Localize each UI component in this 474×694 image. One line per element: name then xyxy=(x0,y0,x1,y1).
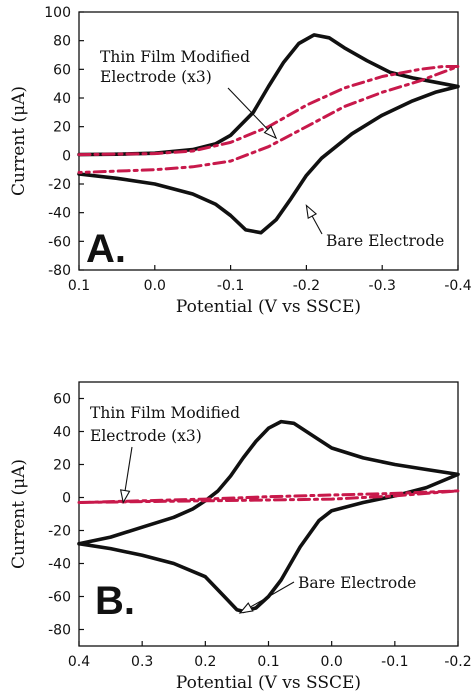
y-tick-label: -20 xyxy=(48,524,71,540)
panel-a: 100 80 60 40 20 0 -20 -40 -60 -800.1 0.0 -0.1 -0.2 -0… xyxy=(9,5,472,317)
bare-electrode-label: Bare Electrode xyxy=(298,574,416,592)
y-axis-title: Current (μA) xyxy=(9,86,29,196)
x-tick-label: 0.1 xyxy=(68,278,90,294)
thin-film-label: Thin Film Modified xyxy=(100,48,250,66)
y-tick-label: -60 xyxy=(48,234,71,250)
bare-electrode-curve xyxy=(77,33,460,235)
panel-label: B. xyxy=(95,579,135,623)
y-tick-label: -40 xyxy=(48,206,71,222)
bare-electrode-curve xyxy=(77,419,460,614)
y-tick-label: 60 xyxy=(53,62,71,78)
x-tick-label: -0.3 xyxy=(369,278,396,294)
x-tick-label: 0.3 xyxy=(131,654,153,670)
bare-electrode-arrow-head xyxy=(238,602,254,614)
bare-electrode-arrow-head xyxy=(305,204,318,220)
thin-film-arrow-head xyxy=(263,125,278,140)
panel-label: A. xyxy=(86,227,126,271)
y-tick-label: 80 xyxy=(53,34,71,50)
y-tick-label: -40 xyxy=(48,557,71,573)
thin-film-label-line2: Electrode (x3) xyxy=(100,68,212,86)
thin-film-curve xyxy=(77,489,460,504)
x-axis-title: Potential (V vs SSCE) xyxy=(176,297,361,317)
y-tick-label: -80 xyxy=(48,623,71,639)
y-tick-label: 0 xyxy=(62,148,71,164)
y-tick-label: -20 xyxy=(48,177,71,193)
y-tick-label: 100 xyxy=(44,5,71,21)
y-tick-label: 0 xyxy=(62,491,71,507)
y-tick-label: -60 xyxy=(48,590,71,606)
y-tick-label: 60 xyxy=(53,392,71,408)
y-tick-label: 40 xyxy=(53,91,71,107)
x-tick-label: -0.1 xyxy=(217,278,244,294)
y-tick-label: 40 xyxy=(53,425,71,441)
x-tick-label: -0.1 xyxy=(381,654,408,670)
bare-electrode-label: Bare Electrode xyxy=(326,232,444,250)
panel-b: 60 40 20 0 -20 -40 -60 -80 0.4 0.3 0.2 0.1 0.0 -0.1 -0… xyxy=(9,381,472,693)
x-tick-label: 0.2 xyxy=(194,654,216,670)
plot-frame xyxy=(78,11,459,271)
thin-film-arrow-head xyxy=(119,489,131,504)
y-tick-label: -80 xyxy=(48,263,71,279)
x-tick-label: -0.2 xyxy=(444,654,471,670)
thin-film-label: Thin Film Modified xyxy=(90,404,240,422)
x-axis-title: Potential (V vs SSCE) xyxy=(176,673,361,693)
x-tick-label: -0.4 xyxy=(444,278,471,294)
x-tick-label: -0.2 xyxy=(293,278,320,294)
x-tick-label: 0.4 xyxy=(68,654,90,670)
y-tick-label: 20 xyxy=(53,458,71,474)
y-axis-title: Current (μA) xyxy=(9,459,29,569)
thin-film-curve xyxy=(77,65,460,174)
y-tick-label: 20 xyxy=(53,120,71,136)
x-tick-label: 0.0 xyxy=(144,278,166,294)
x-tick-label: 0.1 xyxy=(257,654,279,670)
thin-film-label-line2: Electrode (x3) xyxy=(90,427,202,445)
x-tick-label: 0.0 xyxy=(321,654,343,670)
